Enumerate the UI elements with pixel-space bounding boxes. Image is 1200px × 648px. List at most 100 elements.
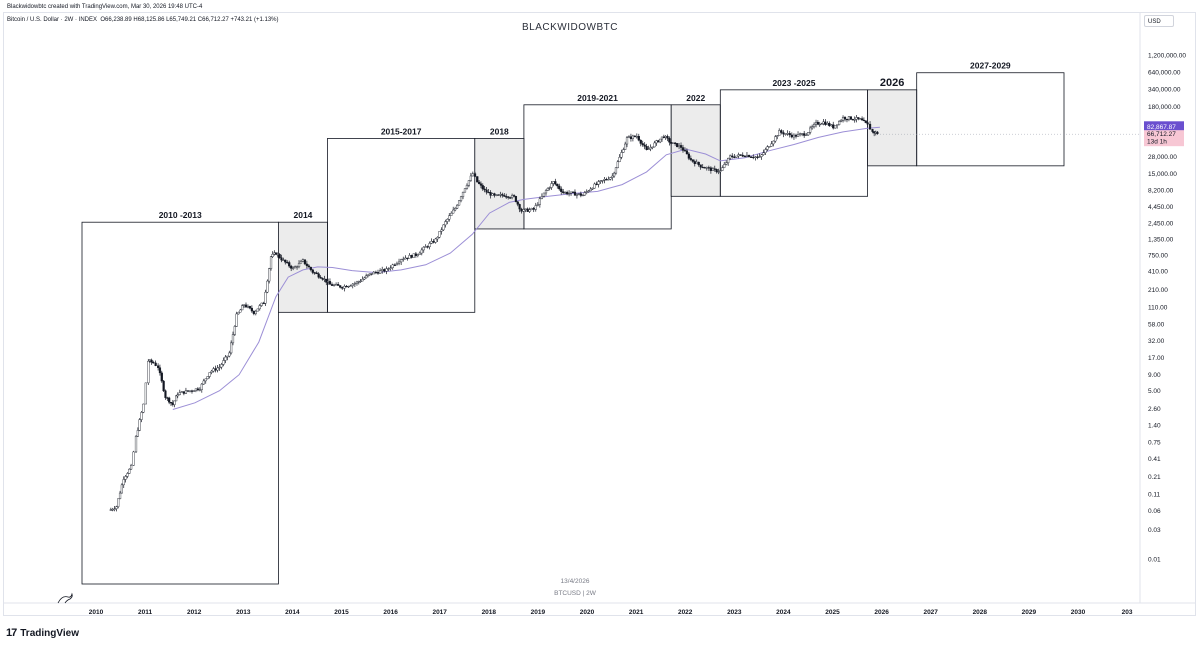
- x-tick-label: 2030: [1071, 609, 1086, 616]
- candle-body: [157, 365, 160, 368]
- candle-body: [124, 476, 127, 480]
- candle-body: [862, 119, 866, 122]
- candle-body: [868, 123, 872, 130]
- x-tick-label: 2011: [138, 609, 152, 616]
- candle-body: [111, 509, 114, 511]
- y-tick-label: 410.00: [1148, 269, 1168, 276]
- x-tick-label: 2022: [678, 609, 693, 616]
- candle-body: [687, 153, 690, 159]
- candle-body: [693, 161, 696, 164]
- cycle-box-8[interactable]: [916, 72, 1065, 167]
- candle-body: [581, 194, 584, 197]
- candle-body: [809, 127, 812, 133]
- candle-body: [593, 183, 596, 189]
- candle-body: [246, 306, 250, 308]
- cycle-box-0[interactable]: [81, 221, 279, 585]
- candle-body: [117, 498, 120, 507]
- candle-body: [473, 173, 477, 177]
- candle-body: [727, 158, 730, 164]
- candle-body: [339, 285, 342, 288]
- cycle-box-7[interactable]: [867, 89, 918, 167]
- candle-body: [675, 143, 679, 148]
- candle-body: [657, 140, 660, 143]
- candle-body: [252, 310, 255, 314]
- candle-body: [366, 274, 370, 277]
- y-tick-label: 32.00: [1148, 338, 1165, 345]
- candle-body: [370, 273, 373, 275]
- y-tick-label: 4,450.00: [1148, 204, 1174, 211]
- candle-body: [303, 259, 307, 265]
- candle-body: [731, 155, 734, 158]
- x-tick-label: 2012: [187, 609, 202, 616]
- y-tick-label: 28,000.00: [1148, 154, 1177, 161]
- candle-body: [664, 136, 667, 138]
- candle-body: [391, 264, 394, 269]
- y-tick-label: 2.60: [1148, 406, 1161, 413]
- candle-body: [830, 124, 833, 127]
- candle-body: [465, 185, 469, 189]
- candle-body: [579, 193, 582, 196]
- candle-body: [214, 368, 217, 371]
- candle-body: [418, 252, 421, 255]
- candle-body: [301, 259, 305, 262]
- cycle-box-5[interactable]: [670, 104, 721, 197]
- cycle-box-label-1: 2014: [293, 210, 312, 220]
- candle-body: [372, 271, 375, 275]
- candle-body: [752, 156, 755, 159]
- candle-body: [624, 143, 627, 150]
- candle-body: [611, 175, 614, 178]
- created-by-text: Blackwidowbtc created with TradingView.c…: [7, 4, 203, 10]
- candle-body: [505, 196, 508, 198]
- candle-body: [641, 143, 644, 146]
- y-tick-label: 8,200.00: [1148, 188, 1174, 195]
- candle-body: [660, 136, 664, 140]
- candle-body: [864, 120, 867, 123]
- candle-body: [538, 198, 541, 205]
- cycle-box-label-0: 2010 -2013: [159, 210, 202, 220]
- candle-body: [542, 192, 546, 197]
- candle-body: [355, 281, 359, 284]
- tradingview-logo[interactable]: 17 TradingView: [6, 627, 79, 639]
- candle-body: [349, 285, 352, 287]
- candle-body: [166, 397, 169, 399]
- candle-body: [204, 378, 207, 382]
- candle-body: [239, 309, 242, 313]
- candle-body: [182, 391, 185, 394]
- cycle-box-4[interactable]: [523, 104, 672, 230]
- candle-body: [400, 259, 403, 263]
- candle-body: [365, 275, 368, 279]
- candle-body: [540, 196, 544, 199]
- symbol-legend[interactable]: Bitcoin / U.S. Dollar · 2W · INDEX O66,2…: [7, 17, 279, 23]
- candle-body: [845, 118, 849, 121]
- candle-body: [282, 259, 285, 261]
- y-tick-label: 0.41: [1148, 456, 1161, 463]
- candle-body: [491, 193, 494, 196]
- candle-body: [442, 224, 445, 231]
- cycle-box-label-2: 2015-2017: [381, 126, 422, 136]
- candle-body: [446, 218, 449, 222]
- candle-body: [691, 159, 694, 162]
- candle-body: [725, 162, 728, 165]
- candle-body: [507, 196, 510, 198]
- candle-body: [290, 265, 293, 269]
- candle-body: [689, 158, 692, 160]
- candle-body: [554, 181, 557, 185]
- candle-body: [383, 269, 386, 272]
- candle-body: [190, 390, 194, 392]
- last-price-badge: [1144, 130, 1184, 147]
- cycle-box-label-3: 2018: [490, 126, 509, 136]
- candle-body: [597, 181, 600, 185]
- candle-body: [228, 352, 231, 357]
- candle-body: [569, 191, 573, 194]
- tradingview-logo-text: TradingView: [20, 627, 79, 639]
- currency-badge[interactable]: USD: [1144, 15, 1174, 27]
- y-tick-label: 750.00: [1148, 252, 1168, 259]
- candle-body: [518, 204, 521, 210]
- candle-body: [428, 243, 431, 248]
- candle-body: [459, 196, 463, 201]
- candle-body: [839, 120, 843, 122]
- cycle-box-6[interactable]: [719, 89, 868, 197]
- candle-body: [173, 400, 176, 405]
- cycle-box-3[interactable]: [474, 138, 525, 230]
